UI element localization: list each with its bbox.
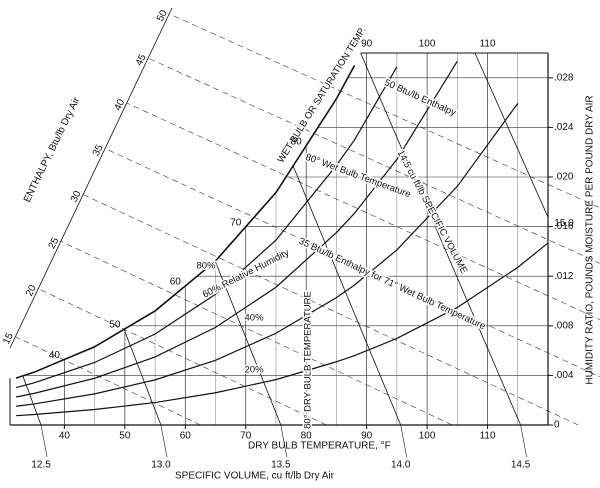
enthalpy-line (169, 13, 600, 209)
enthalpy-tick-label: 25 (47, 236, 62, 251)
volume-tick-label: 15.0 (554, 218, 574, 229)
volume-tick-label: 13.0 (151, 460, 171, 471)
curve-label: 40% (244, 313, 264, 324)
volume-leader (160, 424, 168, 458)
rh-curve (15, 60, 458, 398)
x-tick-label: 70 (240, 431, 252, 442)
enthalpy-scale (9, 7, 173, 349)
volume-tick-label: 14.5 (511, 460, 531, 471)
x-tick-label: 60 (180, 431, 192, 442)
curve-label: 20% (244, 365, 264, 376)
y-tick-label: .024 (554, 122, 574, 133)
annotation: 14.5 cu ft/lb SPECIFIC VOLUME (395, 148, 470, 275)
rh-curve (15, 65, 356, 379)
enthalpy-tick-label: 15 (1, 331, 16, 346)
volume-leader (40, 424, 48, 458)
enthalpy-line (148, 57, 600, 264)
wet-bulb-label: 40 (49, 350, 61, 361)
x-tick-label: 100 (419, 431, 436, 442)
volume-leader (400, 424, 408, 458)
enthalpy-axis-title: ENTHALPY, Btu/lb Dry Air (22, 95, 83, 204)
volume-tick-label: 13.5 (271, 460, 291, 471)
annotation: 50 Btu/lb Enthalpy (383, 77, 458, 119)
y-tick-label: .008 (554, 320, 574, 331)
y-tick-label: .004 (554, 370, 574, 381)
wet-bulb-label: 50 (109, 319, 121, 330)
x-tick-label: 80 (301, 431, 313, 442)
rh-curve (15, 102, 519, 407)
volume-line (245, 53, 402, 425)
y-tick-label: .020 (554, 172, 574, 183)
wet-bulb-label: 90 (361, 39, 373, 50)
volume-line (17, 53, 162, 425)
curve-label: 60% Relative Humidity (201, 247, 291, 300)
enthalpy-line (38, 288, 327, 426)
curve-label: 80% (196, 261, 216, 272)
volume-axis-title: SPECIFIC VOLUME, cu ft/lb Dry Air (175, 471, 335, 482)
y-axis-title: HUMIDITY RATIO, POUNDS MOISTURE PER POUN… (585, 95, 596, 384)
annotation: 80° Wet Bulb Temperature (304, 152, 412, 200)
enthalpy-tick-label: 40 (112, 97, 127, 112)
enthalpy-line (60, 241, 453, 426)
annotation: 80° DRY BULB TEMPERATURE (303, 291, 314, 429)
x-tick-label: 110 (480, 431, 496, 442)
enthalpy-tick-label: 30 (69, 189, 84, 204)
enthalpy-tick-label: 35 (91, 143, 106, 158)
wet-bulb-label: 60 (170, 277, 182, 288)
volume-leader (520, 424, 527, 458)
y-tick-label: .012 (554, 271, 574, 282)
x-axis-title: DRY BULB TEMPERATURE, °F (248, 441, 391, 452)
enthalpy-line (82, 194, 579, 426)
y-tick-label: .028 (554, 72, 574, 83)
x-tick-label: 40 (59, 431, 71, 442)
wet-bulb-label: 100 (419, 39, 436, 50)
volume-tick-label: 14.0 (391, 460, 411, 471)
enthalpy-line (126, 102, 600, 320)
wet-bulb-label: 110 (480, 39, 496, 50)
curve-label: WET BULB OR SATURATION TEMP. (275, 25, 368, 165)
y-tick-label: 0 (554, 420, 560, 431)
volume-tick-label: 12.5 (31, 460, 51, 471)
enthalpy-tick-label: 50 (155, 8, 170, 23)
enthalpy-tick-label: 45 (134, 52, 149, 67)
wet-bulb-label: 70 (230, 217, 242, 228)
volume-line (10, 53, 42, 425)
wet-bulb-label: 80 (291, 136, 303, 147)
enthalpy-line (15, 336, 201, 426)
volume-line (360, 53, 521, 425)
x-tick-label: 90 (361, 431, 373, 442)
rh-curve (15, 66, 398, 389)
volume-leader (280, 424, 288, 458)
enthalpy-tick-label: 20 (24, 283, 39, 298)
x-tick-label: 50 (119, 431, 131, 442)
volume-line (474, 53, 548, 425)
rh-curve (16, 242, 549, 417)
y-tick-label: .016 (554, 221, 574, 232)
